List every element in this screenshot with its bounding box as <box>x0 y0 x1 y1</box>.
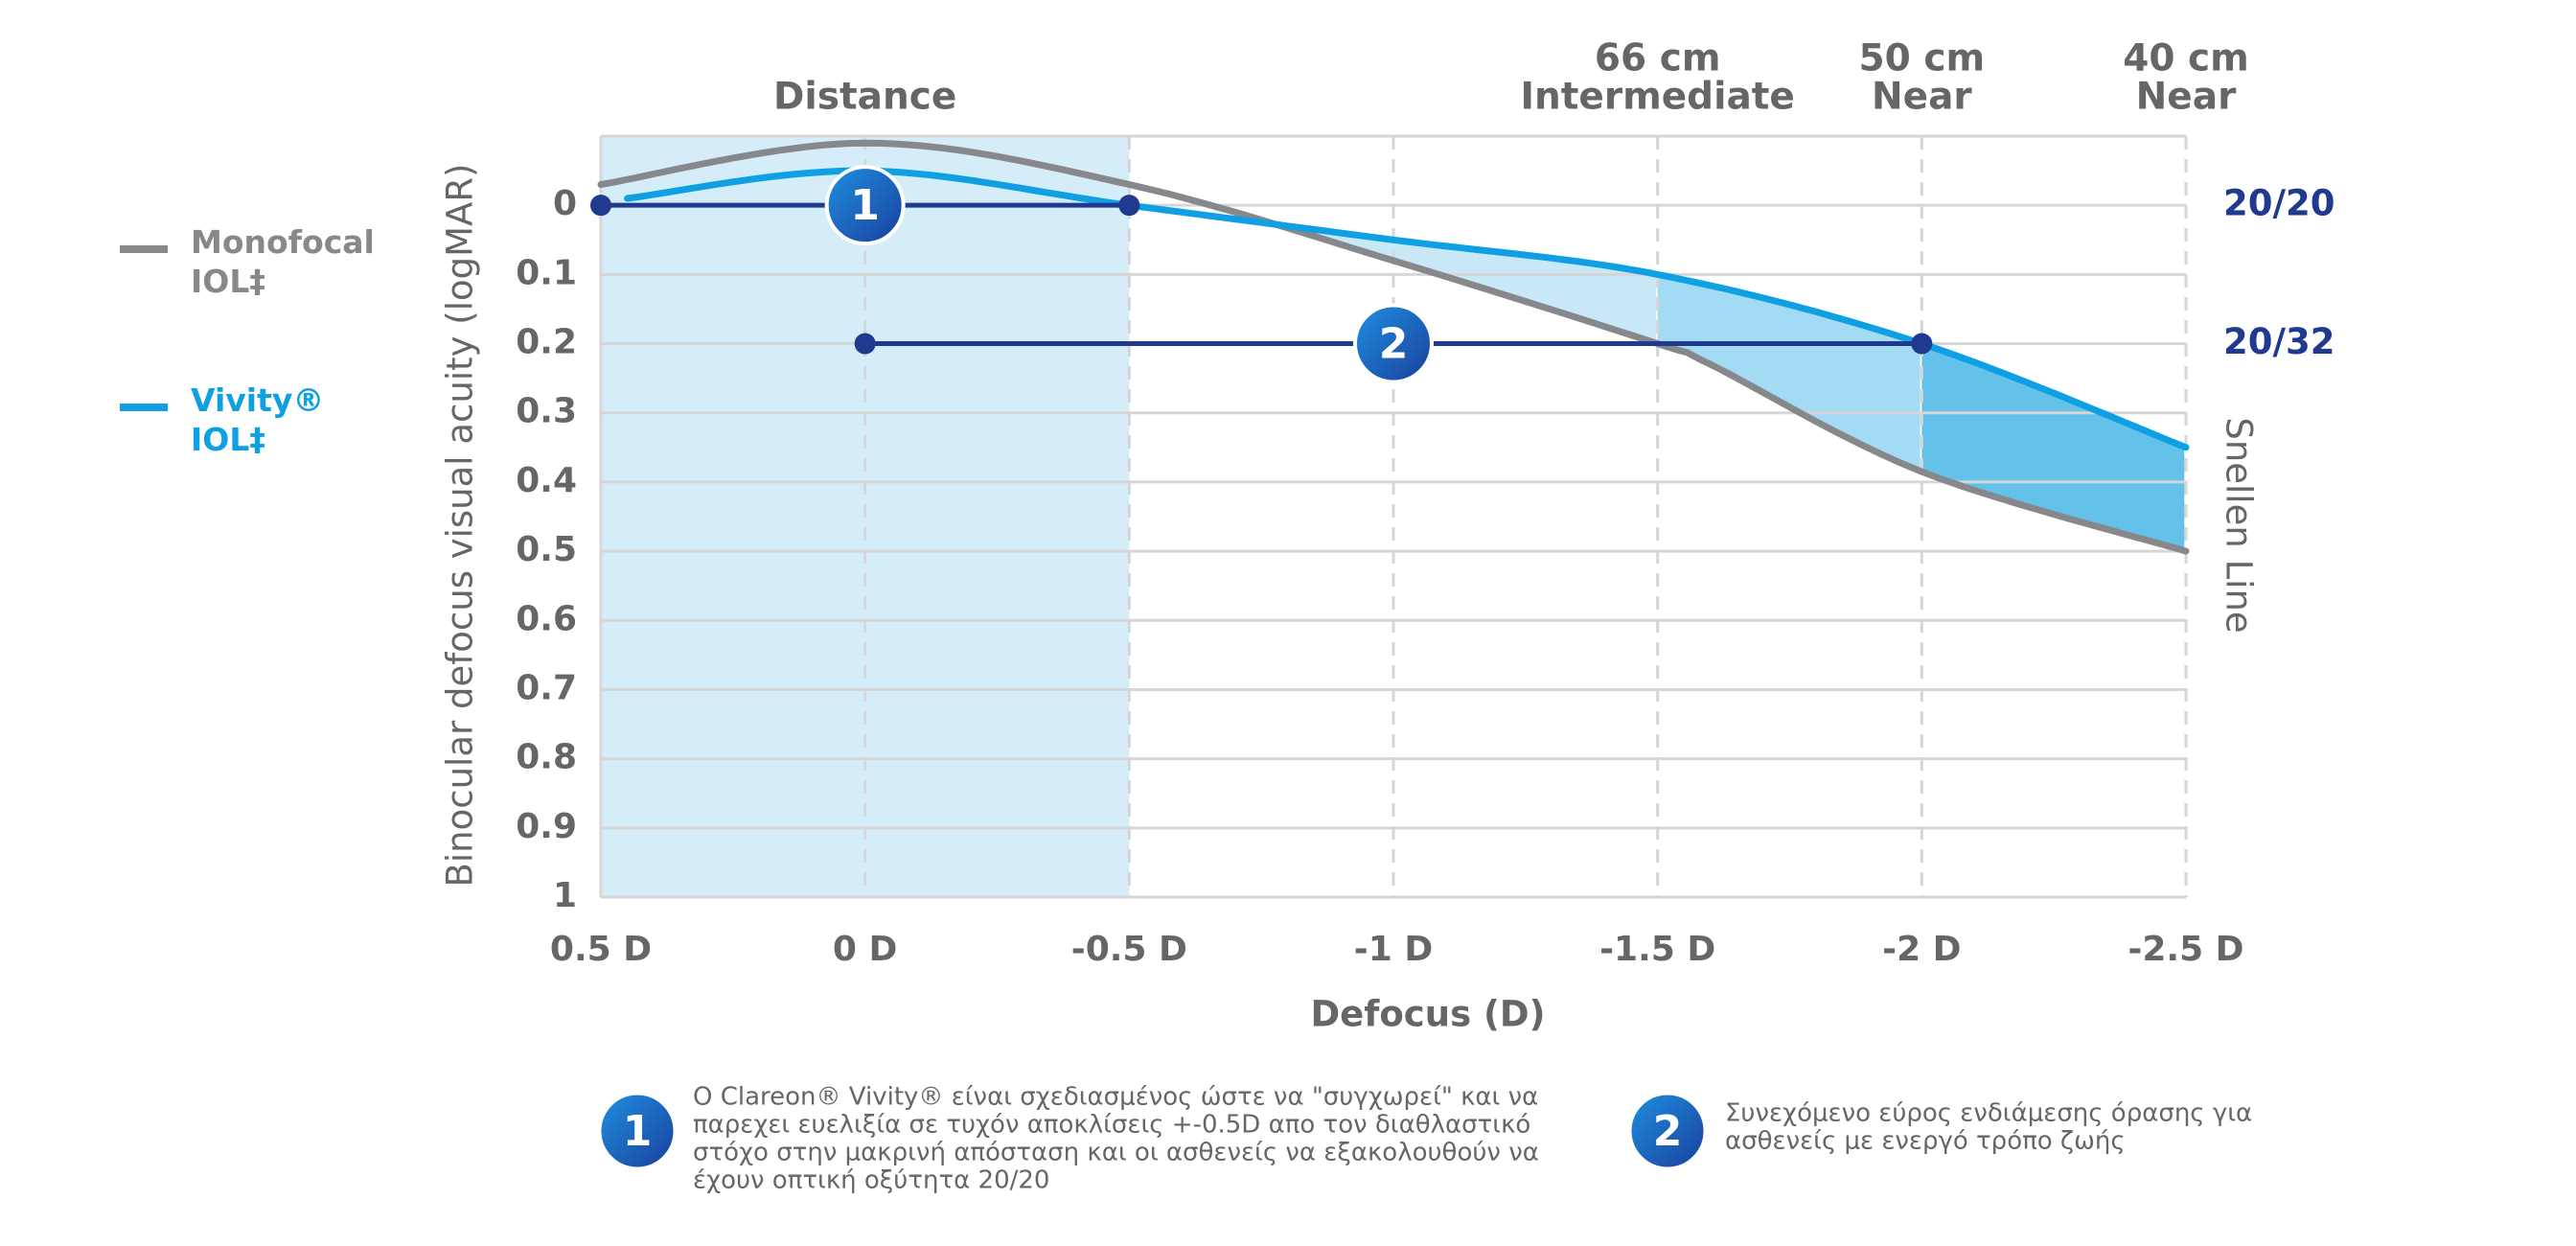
legend-label: Vivity® IOL‡ <box>191 381 324 458</box>
x-axis-title: Defocus (D) <box>1310 994 1545 1035</box>
footnote-text: Ο Clareon® Vivity® είναι σχεδιασμένος ώσ… <box>693 1083 1538 1112</box>
top-label: 50 cm <box>1859 37 1986 81</box>
between-band <box>1276 224 1657 344</box>
range-end <box>854 333 876 355</box>
range-end <box>590 195 611 217</box>
x-tick-label: -1.5 D <box>1599 930 1715 969</box>
y-tick-label: 1 <box>553 876 577 915</box>
range-end <box>1118 195 1140 217</box>
y-tick-label: 0.5 <box>516 530 577 569</box>
x-tick-label: -2.5 D <box>2128 930 2243 969</box>
y-tick-label: 0.3 <box>516 392 577 431</box>
top-label: Near <box>1872 76 1972 119</box>
legend-label-line: Monofocal <box>191 223 375 261</box>
x-tick-label: 0.5 D <box>550 930 652 969</box>
legend-label-line: IOL‡ <box>191 421 265 458</box>
y-tick-label: 0.4 <box>516 461 577 500</box>
y-tick-label: 0.1 <box>516 253 577 292</box>
line <box>597 139 2190 555</box>
top-label: 40 cm <box>2123 37 2249 81</box>
x-tick-label: 0 D <box>833 930 897 969</box>
y-tick-label: 0.9 <box>516 807 577 846</box>
top-label: Intermediate <box>1520 76 1794 119</box>
legend-label-line: IOL‡ <box>191 263 265 300</box>
footnote-text: έχουν οπτική οξύτητα 20/20 <box>693 1166 1049 1195</box>
y-axis-title: Binocular defocus visual acuity (logMAR) <box>440 164 481 888</box>
footnote-text: ασθενείς με ενεργό τρόπο ζωής <box>1725 1127 2126 1156</box>
x-tick-label: -1 D <box>1354 930 1433 969</box>
x-tick-label: -0.5 D <box>1071 930 1187 969</box>
footnote-badge-label: 1 <box>623 1107 653 1156</box>
y-tick-label: 0.7 <box>516 668 577 707</box>
footnote-text: παρεχει ευελιξία σε τυχόν αποκλίσεις +-0… <box>693 1111 1530 1140</box>
range-end <box>1911 333 1933 355</box>
right-axis-title: Snellen Line <box>2219 417 2260 633</box>
y-tick-label: 0.6 <box>516 599 577 638</box>
x-tick-label: -2 D <box>1882 930 1961 969</box>
snellen-label: 20/32 <box>2223 321 2335 362</box>
footnote-text: Συνεχόμενο εύρος ενδιάμεσης όρασης για <box>1725 1099 2252 1128</box>
between-band <box>1921 343 2185 551</box>
footnote-badge-label: 2 <box>1653 1107 1683 1156</box>
range-badge <box>824 165 906 246</box>
legend-label: Monofocal IOL‡ <box>191 223 375 300</box>
top-label: Near <box>2136 76 2237 119</box>
range-badge-label: 2 <box>1379 320 1409 369</box>
range-badge <box>1353 303 1434 384</box>
top-label: 66 cm <box>1595 37 1721 81</box>
y-tick-label: 0 <box>553 184 577 223</box>
footnote-badge <box>598 1092 677 1170</box>
legend-label-line: Vivity® <box>191 381 324 419</box>
y-tick-label: 0.2 <box>516 323 577 362</box>
footnote-text: στόχο στην μακρινή απόσταση και οι ασθεν… <box>693 1139 1539 1167</box>
footnote-badge <box>1628 1092 1707 1170</box>
snellen-label: 20/20 <box>2223 183 2335 224</box>
range-badge-label: 1 <box>850 181 880 230</box>
y-tick-label: 0.8 <box>516 738 577 777</box>
top-label: Distance <box>773 76 956 119</box>
